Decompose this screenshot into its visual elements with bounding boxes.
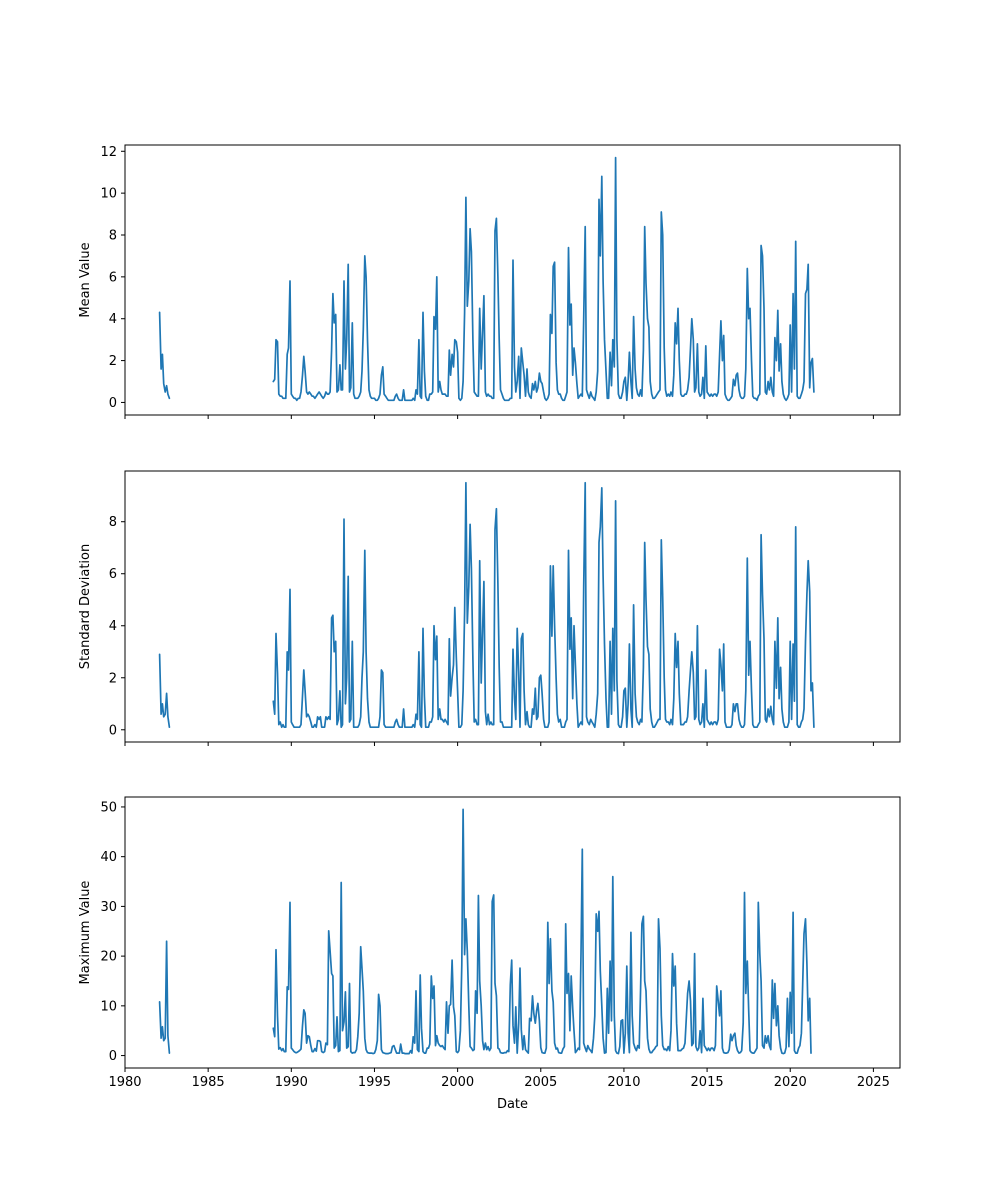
x-tick-label-maximum-value-1980: 1980 [108,1075,141,1090]
y-axis-label-maximum-value: Maximum Value [78,881,93,985]
y-tick-label-maximum-value-10: 10 [100,999,117,1014]
y-tick-label-mean-value-2: 2 [109,354,117,369]
y-tick-label-mean-value-6: 6 [109,270,117,285]
x-tick-label-maximum-value-2020: 2020 [774,1075,807,1090]
x-tick-label-maximum-value-1990: 1990 [275,1075,308,1090]
series-line-maximum-value-segment-2 [272,808,812,1055]
y-axis-label-mean-value: Mean Value [78,242,93,317]
x-ticks-maximum-value: 1980 1985 1990 1995 2000 2005 2010 2015 2020 2025 [108,1068,890,1090]
y-ticks-mean-value: 0 2 4 6 8 10 12 [100,145,125,411]
y-tick-label-maximum-value-50: 50 [100,800,117,815]
y-ticks-standard-deviation: 0 2 4 6 8 [109,515,125,738]
series-standard-deviation [158,481,815,729]
axes-frame-standard-deviation [124,470,901,743]
y-ticks-maximum-value: 0 10 20 30 40 50 [100,800,125,1064]
y-tick-label-mean-value-10: 10 [100,187,117,202]
y-tick-label-maximum-value-20: 20 [100,950,117,965]
panel-standard-deviation: 0 2 4 6 8 Standard Deviation [78,470,901,746]
x-ticks-mean-value [124,415,874,419]
x-tick-label-maximum-value-2025: 2025 [857,1075,890,1090]
y-tick-label-maximum-value-30: 30 [100,900,117,915]
series-mean-value [158,156,815,402]
y-tick-label-maximum-value-0: 0 [109,1049,117,1064]
series-line-standard-deviation-segment-2 [272,481,815,729]
series-line-mean-value-segment-1 [158,311,171,400]
y-tick-label-mean-value-4: 4 [109,312,117,327]
x-ticks-standard-deviation [124,742,874,746]
x-tick-label-maximum-value-2010: 2010 [607,1075,640,1090]
y-tick-label-maximum-value-40: 40 [100,850,117,865]
series-line-maximum-value-segment-1 [158,940,171,1054]
x-tick-label-maximum-value-2015: 2015 [691,1075,724,1090]
y-tick-label-standard-deviation-0: 0 [109,723,117,738]
panel-mean-value: 0 2 4 6 8 10 12 Mean Value [78,144,901,419]
x-tick-label-maximum-value-1985: 1985 [192,1075,225,1090]
axes-frame-mean-value [124,144,901,416]
y-tick-label-standard-deviation-8: 8 [109,515,117,530]
x-tick-label-maximum-value-2000: 2000 [441,1075,474,1090]
x-tick-label-maximum-value-1995: 1995 [358,1075,391,1090]
y-tick-label-mean-value-0: 0 [109,396,117,411]
x-axis-label-date: Date [497,1097,528,1112]
x-tick-label-maximum-value-2005: 2005 [524,1075,557,1090]
panel-maximum-value: 0 10 20 30 40 50 1980 1985 1990 1995 2000 2005 2010… [78,796,901,1112]
series-line-standard-deviation-segment-1 [158,653,171,729]
y-tick-label-standard-deviation-6: 6 [109,567,117,582]
y-tick-label-mean-value-12: 12 [100,145,117,160]
axes-frame-maximum-value [124,796,901,1069]
y-axis-label-standard-deviation: Standard Deviation [78,544,93,669]
series-line-mean-value-segment-2 [272,156,815,402]
y-tick-label-mean-value-8: 8 [109,229,117,244]
y-tick-label-standard-deviation-4: 4 [109,619,117,634]
series-maximum-value [158,808,812,1055]
y-tick-label-standard-deviation-2: 2 [109,671,117,686]
